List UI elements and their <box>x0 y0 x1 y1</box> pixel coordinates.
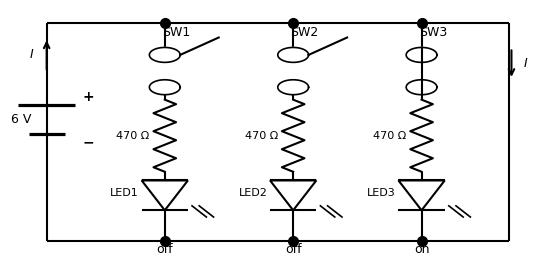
Polygon shape <box>149 80 180 95</box>
Text: SW1: SW1 <box>162 26 190 39</box>
Text: on: on <box>414 243 429 256</box>
Polygon shape <box>278 47 309 62</box>
Text: −: − <box>82 135 94 149</box>
Text: +: + <box>82 90 94 104</box>
Polygon shape <box>149 47 180 62</box>
Text: 470 Ω: 470 Ω <box>116 131 149 141</box>
Text: SW2: SW2 <box>291 26 319 39</box>
Text: SW3: SW3 <box>419 26 447 39</box>
Text: 470 Ω: 470 Ω <box>244 131 278 141</box>
Text: 470 Ω: 470 Ω <box>373 131 406 141</box>
Polygon shape <box>278 80 309 95</box>
Polygon shape <box>406 47 437 62</box>
Polygon shape <box>399 181 445 210</box>
Polygon shape <box>142 181 188 210</box>
Text: off: off <box>285 243 302 256</box>
Text: LED1: LED1 <box>110 188 139 198</box>
Polygon shape <box>406 80 437 95</box>
Text: 6 V: 6 V <box>11 113 31 126</box>
Text: off: off <box>156 243 173 256</box>
Text: I: I <box>524 57 528 70</box>
Text: LED3: LED3 <box>367 188 396 198</box>
Polygon shape <box>270 181 316 210</box>
Text: I: I <box>29 48 33 61</box>
Text: LED2: LED2 <box>239 188 268 198</box>
